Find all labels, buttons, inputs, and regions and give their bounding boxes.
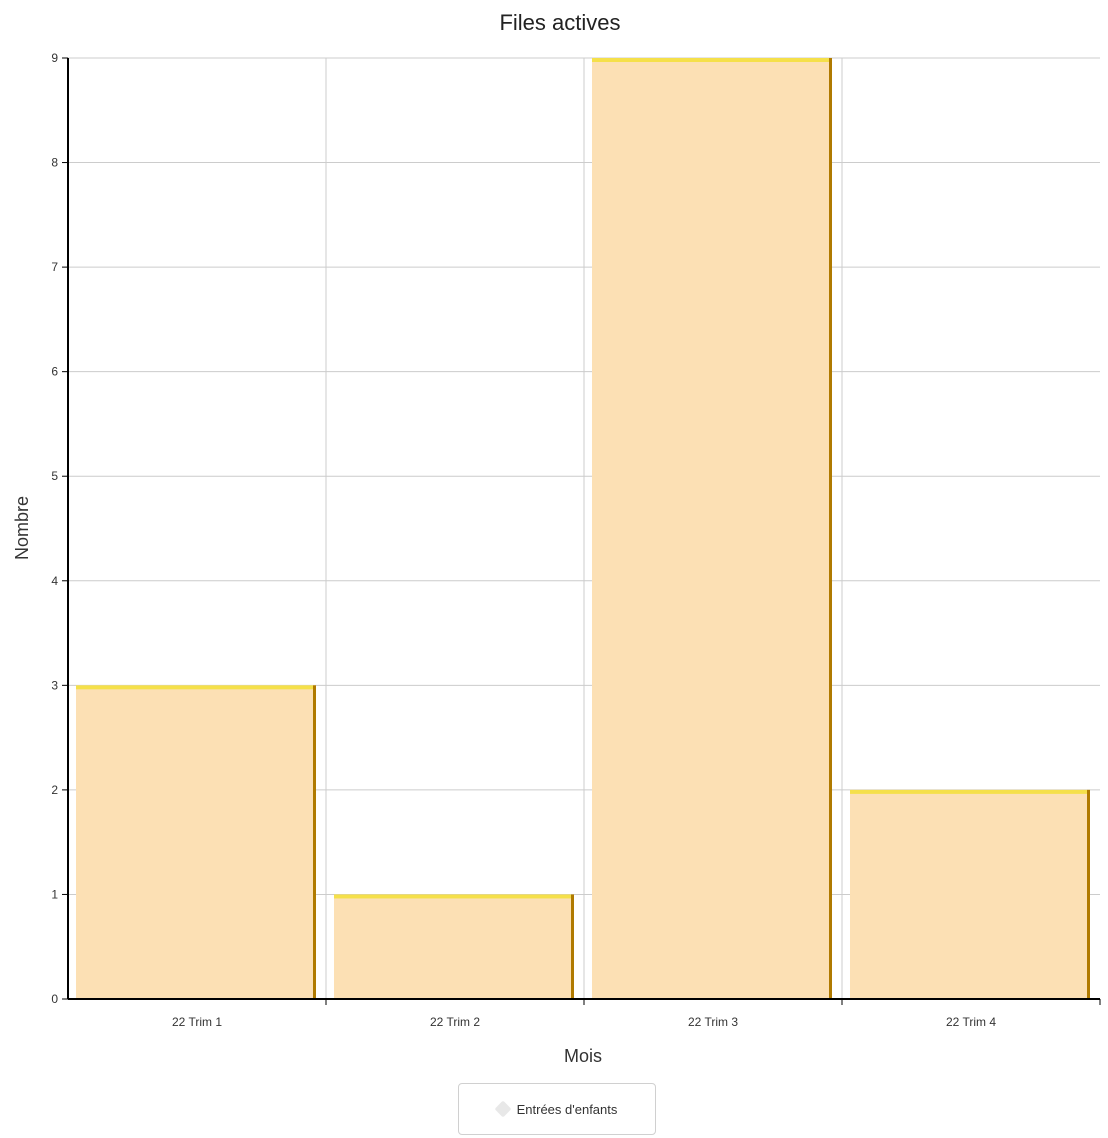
- y-tick-label: 8: [51, 156, 58, 170]
- x-ticks-layer: 22 Trim 1 22 Trim 2 22 Trim 3 22 Trim 4: [172, 999, 1101, 1029]
- bar: [334, 894, 574, 999]
- y-tick-label: 5: [51, 469, 58, 483]
- bar-side-edge: [829, 58, 832, 999]
- y-tick-label: 9: [51, 51, 58, 65]
- chart-title: Files actives: [499, 10, 620, 35]
- y-tick-label: 6: [51, 365, 58, 379]
- x-tick-label: 22 Trim 1: [172, 1015, 222, 1029]
- bar-side-edge: [1087, 789, 1090, 999]
- bar-top-edge: [850, 789, 1090, 794]
- bar-side-edge: [313, 685, 316, 999]
- bar: [850, 789, 1090, 999]
- bar: [76, 685, 316, 999]
- y-axis-title: Nombre: [12, 496, 32, 560]
- x-tick-label: 22 Trim 4: [946, 1015, 996, 1029]
- bar-side-edge: [571, 894, 574, 999]
- y-tick-label: 4: [51, 574, 58, 588]
- bar: [592, 58, 832, 999]
- y-tick-label: 7: [51, 260, 58, 274]
- legend-swatch-icon: [494, 1100, 512, 1118]
- y-tick-label: 3: [51, 678, 58, 692]
- y-tick-label: 1: [51, 887, 58, 901]
- bar-top-edge: [76, 685, 316, 690]
- x-axis-title: Mois: [564, 1046, 602, 1066]
- y-tick-label: 0: [51, 992, 58, 1006]
- x-tick-label: 22 Trim 2: [430, 1015, 480, 1029]
- bars-layer: [76, 58, 1090, 999]
- bar-top-edge: [334, 894, 574, 899]
- bar-top-edge: [592, 58, 832, 62]
- legend-item-label: Entrées d'enfants: [516, 1101, 618, 1117]
- legend[interactable]: Entrées d'enfants: [458, 1083, 656, 1135]
- x-tick-label: 22 Trim 3: [688, 1015, 738, 1029]
- y-tick-label: 2: [51, 783, 58, 797]
- y-ticks-layer: 0 1 2 3 4 5 6 7 8 9: [51, 51, 68, 1006]
